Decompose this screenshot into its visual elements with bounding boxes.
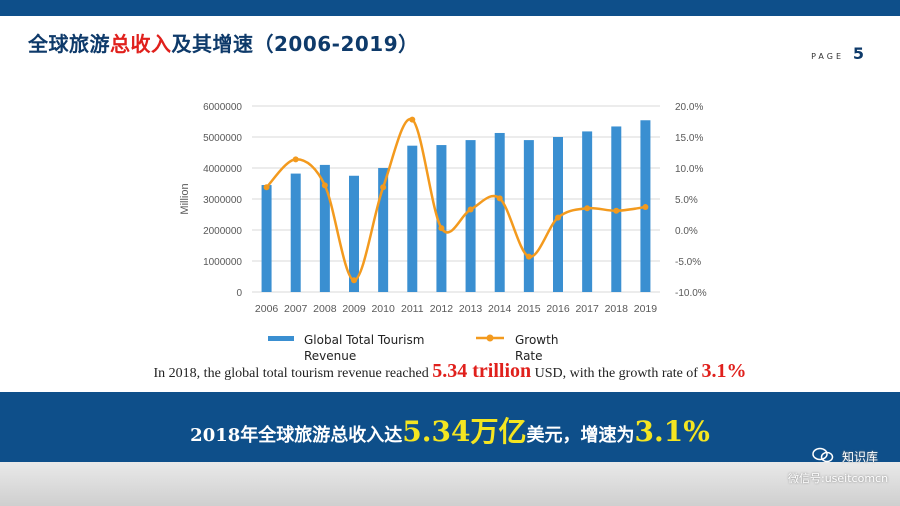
growth-point-2013 [467,206,474,213]
footer-strip [0,462,900,506]
legend-label-growth: Growth Rate [515,333,558,363]
y2-tick-label: -5.0% [675,257,701,268]
x-tick-label: 2015 [517,303,541,315]
growth-point-2016 [555,214,561,221]
x-tick-label: 2011 [401,303,424,315]
growth-point-2019 [642,204,649,211]
x-tick-label: 2007 [284,303,308,315]
growth-point-2006 [263,184,270,191]
y2-tick-label: 0.0% [675,226,698,237]
bar-2009 [349,175,359,292]
x-tick-label: 2013 [459,303,483,315]
x-tick-label: 2006 [255,303,279,315]
x-tick-label: 2009 [342,303,366,315]
growth-point-2011 [409,116,416,123]
growth-point-2014 [496,195,503,202]
bar-2006 [261,185,272,292]
english-caption: In 2018, the global total tourism revenu… [153,360,747,382]
top-bar [0,0,900,16]
y-tick-label: 0 [236,288,242,299]
y2-tick-label: 20.0% [675,102,703,113]
wechat-icon [812,447,834,463]
growth-point-2017 [584,205,591,212]
growth-point-2008 [321,182,328,189]
y-tick-label: 4000000 [203,164,242,175]
watermark-account: 微信号:useitcomcn [788,472,889,485]
x-tick-label: 2018 [605,303,629,315]
growth-point-2018 [613,207,620,214]
watermark-name: 知识库 [842,450,879,464]
bar-2007 [290,173,301,292]
x-tick-label: 2012 [430,303,454,315]
y-tick-label: 3000000 [203,195,242,206]
summary-banner [0,392,900,462]
summary-banner-text: 2018年全球旅游总收入达5.34万亿美元，增速为3.1% [190,415,710,448]
y-axis-label: Million [179,183,191,214]
y2-tick-label: 5.0% [675,195,698,206]
y2-tick-label: 15.0% [675,133,703,144]
y-tick-label: 1000000 [203,257,242,268]
y-tick-label: 6000000 [203,102,242,113]
bar-2015 [523,140,534,292]
bar-2014 [494,132,505,292]
growth-point-2015 [525,253,532,260]
legend-label-revenue: Global Total Tourism Revenue [304,333,424,363]
slide-title: 全球旅游总收入及其增速（2006-2019） [28,32,419,56]
bar-2011 [407,145,418,292]
x-tick-label: 2016 [546,303,570,315]
growth-point-2007 [292,156,299,163]
tourism-revenue-chart: 0 1000000 2000000 3000000 4000000 5000000 6000… [179,102,707,363]
legend-bar-swatch [268,336,294,341]
y-tick-label: 2000000 [203,226,242,237]
x-tick-label: 2019 [634,303,658,315]
growth-point-2009 [351,277,357,284]
x-tick-label: 2014 [488,303,512,315]
x-tick-label: 2008 [313,303,337,315]
y2-tick-label: 10.0% [675,164,703,175]
x-tick-label: 2017 [575,303,599,315]
page-number: 5 [852,44,864,63]
bar-2008 [319,164,330,292]
bar-2016 [553,137,563,292]
growth-point-2012 [438,225,445,232]
bar-2012 [436,145,447,292]
y2-tick-label: -10.0% [675,288,707,299]
bar-2010 [378,168,389,292]
y-tick-label: 5000000 [203,133,242,144]
growth-point-2010 [380,184,387,191]
page-label: PAGE [811,52,844,61]
x-tick-label: 2010 [371,303,395,315]
bar-2017 [582,131,593,292]
bar-2013 [465,140,476,292]
legend-line-marker [486,334,494,342]
